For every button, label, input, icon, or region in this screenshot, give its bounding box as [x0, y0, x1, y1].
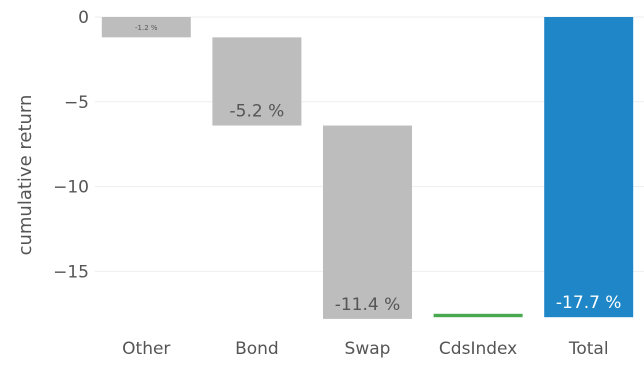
- y-tick-label: −5: [64, 93, 89, 113]
- x-tick-label: Total: [568, 339, 609, 359]
- bar-other: [101, 17, 191, 38]
- data-label: -1.2 %: [135, 24, 158, 32]
- bar-total: [544, 17, 634, 318]
- y-axis-label: cumulative return: [15, 95, 36, 256]
- data-labels: -1.2 % -5.2 % -11.4 % -17.7 %: [135, 24, 621, 315]
- y-tick-label: −10: [53, 178, 89, 198]
- bars: [101, 17, 634, 319]
- bar-cdsindex: [433, 313, 523, 318]
- data-label: -11.4 %: [335, 295, 401, 315]
- x-tick-label: Other: [122, 339, 170, 359]
- x-tick-label: Bond: [235, 339, 279, 359]
- data-label: -17.7 %: [556, 293, 622, 313]
- x-tick-label: Swap: [345, 339, 391, 359]
- x-tick-label: CdsIndex: [439, 339, 517, 359]
- bar-bond: [212, 37, 302, 126]
- y-tick-label: 0: [78, 8, 89, 28]
- y-axis-ticks: 0 −5 −10 −15: [53, 8, 89, 282]
- data-label: -5.2 %: [230, 102, 285, 122]
- bar-swap: [323, 125, 412, 319]
- x-axis-ticks: Other Bond Swap CdsIndex Total: [122, 339, 608, 359]
- y-tick-label: −15: [53, 262, 89, 282]
